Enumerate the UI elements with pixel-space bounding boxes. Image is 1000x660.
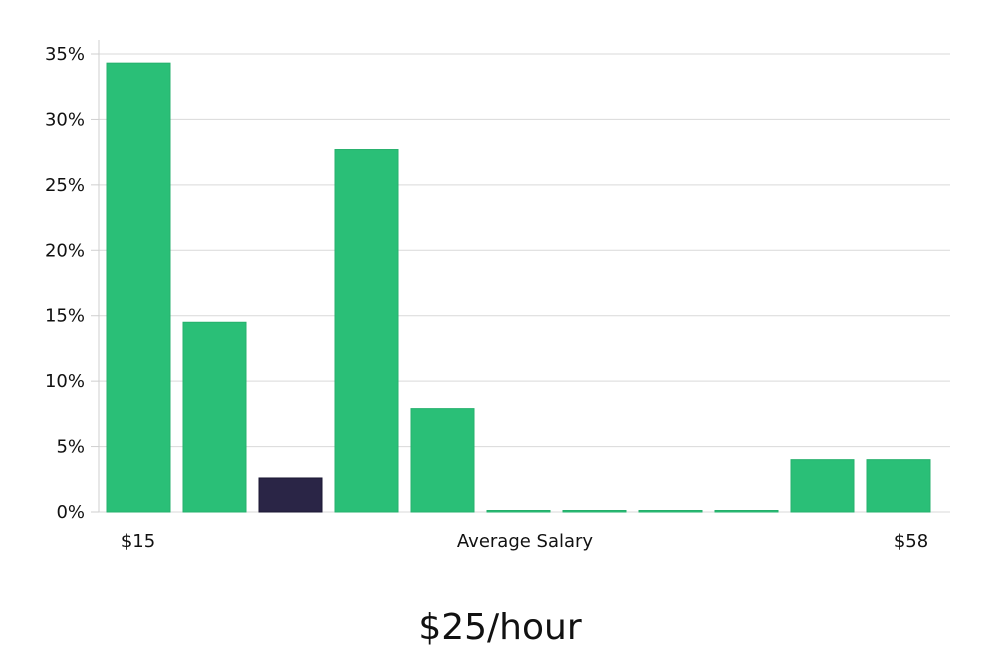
- bar: [790, 459, 855, 513]
- bar: [562, 510, 627, 513]
- salary-histogram: 0% 5% 10% 15% 20% 25% 30% 35% $15 Average Salar…: [45, 40, 950, 552]
- y-tick-label: 20%: [45, 240, 85, 261]
- x-max-label: $58: [894, 531, 928, 552]
- bar: [866, 459, 931, 513]
- x-axis-label: Average Salary: [457, 531, 594, 552]
- y-tick-label: 25%: [45, 175, 85, 196]
- bar: [410, 408, 475, 513]
- salary-caption: $25/hour: [418, 607, 582, 648]
- bar: [182, 321, 247, 513]
- y-tick-label: 35%: [45, 44, 85, 65]
- bar-highlighted: [258, 477, 323, 513]
- y-tick-label: 30%: [45, 109, 85, 130]
- y-tick-label: 15%: [45, 306, 85, 327]
- x-min-label: $15: [121, 531, 155, 552]
- y-tick-label: 5%: [56, 437, 85, 458]
- bar: [714, 510, 779, 513]
- bar: [334, 149, 399, 513]
- bars: [106, 62, 931, 513]
- y-axis-ticks: 0% 5% 10% 15% 20% 25% 30% 35%: [45, 44, 99, 523]
- y-tick-label: 0%: [56, 502, 85, 523]
- y-tick-label: 10%: [45, 371, 85, 392]
- bar: [486, 510, 551, 513]
- bar: [106, 62, 171, 513]
- bar: [638, 510, 703, 513]
